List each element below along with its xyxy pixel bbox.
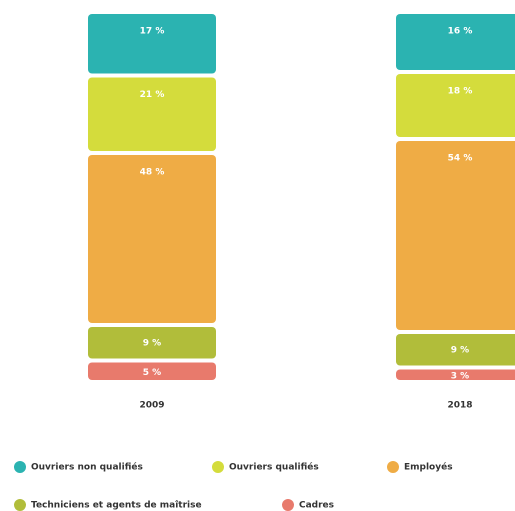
value-label: 9 % (143, 338, 161, 348)
x-tick-label: 2009 (139, 401, 164, 411)
bar-segment (88, 77, 216, 151)
value-label: 3 % (451, 371, 469, 381)
value-label: 16 % (448, 27, 473, 37)
value-label: 48 % (140, 168, 165, 178)
bar-segment (396, 14, 515, 70)
legend-swatch (14, 499, 26, 511)
legend-label: Cadres (299, 501, 334, 511)
legend-label: Ouvriers non qualifiés (31, 462, 143, 473)
legend-swatch (387, 461, 399, 473)
bar-segment (396, 369, 515, 380)
bar-segment (396, 141, 515, 330)
value-label: 54 % (448, 154, 473, 164)
value-label: 9 % (451, 345, 469, 355)
legend-label: Techniciens et agents de maîtrise (31, 501, 202, 511)
legend-swatch (14, 461, 26, 473)
legend-label: Employés (404, 462, 453, 473)
value-label: 18 % (448, 87, 473, 97)
bar-segment (88, 155, 216, 323)
bar-segment (396, 74, 515, 137)
bar-segment (88, 14, 216, 74)
legend-swatch (282, 499, 294, 511)
value-label: 21 % (140, 90, 165, 100)
bar-segment (88, 327, 216, 359)
value-label: 5 % (143, 368, 161, 378)
bar-segment (396, 334, 515, 366)
legend-label: Ouvriers qualifiés (229, 462, 319, 473)
bar-segment (88, 362, 216, 380)
legend-swatch (212, 461, 224, 473)
x-tick-label: 2018 (447, 401, 472, 411)
value-label: 17 % (140, 27, 165, 37)
